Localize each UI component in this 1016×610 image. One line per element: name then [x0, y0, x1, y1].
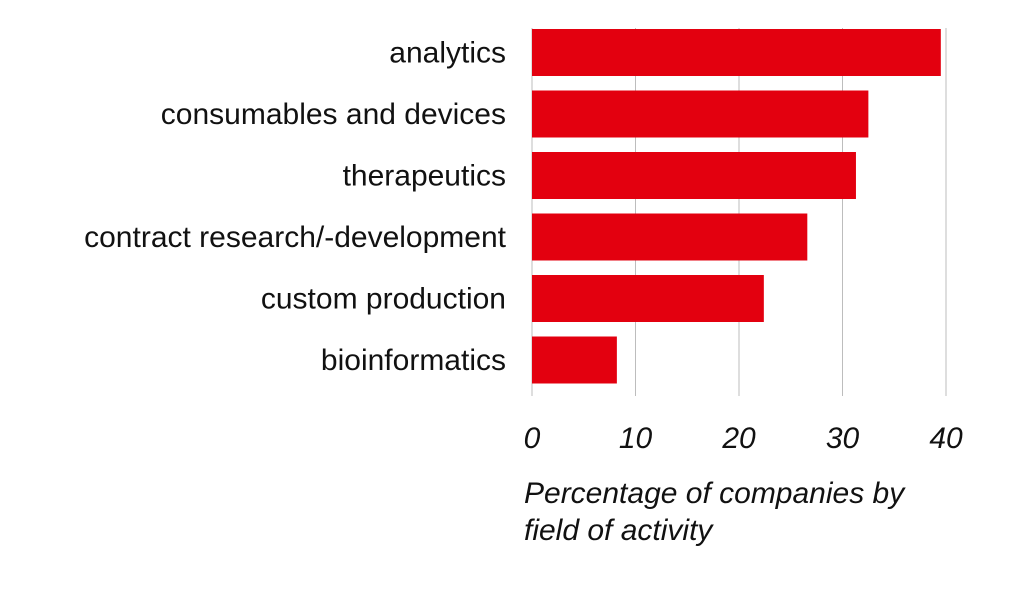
bars [532, 29, 941, 384]
x-tick-label-40: 40 [929, 422, 963, 455]
x-axis-title-line-2: field of activity [524, 514, 714, 547]
category-labels: analytics consumables and devices therapeu… [84, 37, 507, 378]
x-tick-label-10: 10 [619, 422, 653, 455]
grid-lines [531, 28, 947, 396]
bar-4 [532, 275, 764, 322]
category-label-3: contract research/-development [84, 221, 507, 254]
x-tick-labels: 0 10 20 30 40 [524, 422, 963, 455]
x-tick-label-20: 20 [721, 422, 756, 455]
bar-2 [532, 152, 856, 199]
bar-1 [532, 90, 869, 138]
category-label-2: therapeutics [343, 160, 506, 193]
category-label-0: analytics [389, 37, 506, 70]
category-label-5: bioinformatics [321, 344, 506, 377]
bar-3 [532, 213, 808, 261]
x-tick-label-30: 30 [826, 422, 860, 455]
x-axis-title-line-1: Percentage of companies by [524, 477, 906, 510]
category-label-4: custom production [261, 283, 506, 316]
x-tick-label-0: 0 [524, 422, 541, 455]
category-label-1: consumables and devices [161, 98, 506, 131]
bar-5 [532, 336, 617, 384]
bar-0 [532, 29, 941, 76]
